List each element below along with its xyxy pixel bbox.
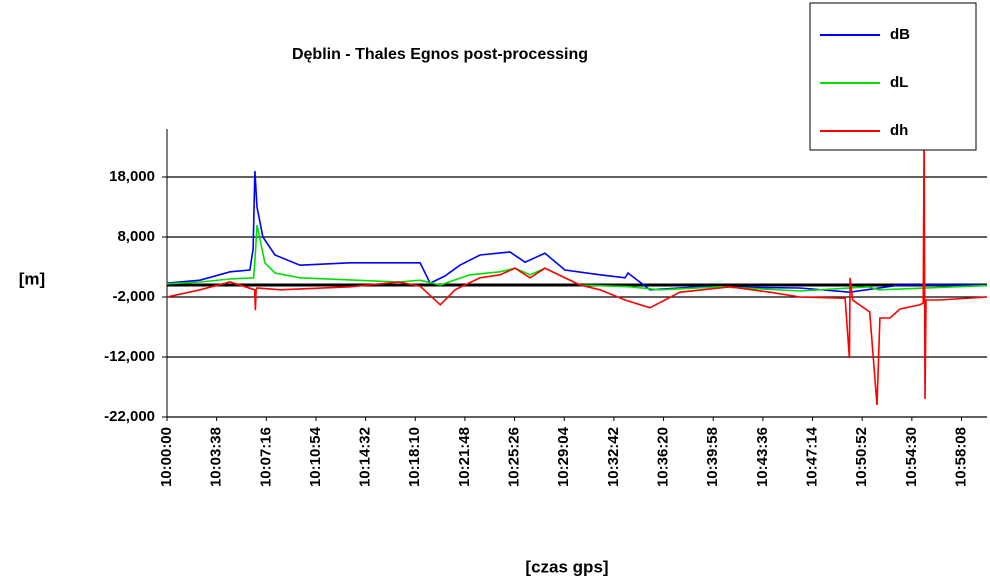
x-tick-label: 10:58:08 [952, 427, 969, 487]
y-tick-label: -22,000 [104, 408, 155, 425]
legend-label: dh [890, 122, 908, 139]
y-tick-label: -2,000 [112, 288, 155, 305]
x-tick-label: 10:50:52 [853, 427, 870, 487]
x-tick-label: 10:07:16 [257, 427, 274, 487]
y-tick-label: 18,000 [109, 168, 155, 185]
x-tick-label: 10:36:20 [655, 427, 672, 487]
x-tick-label: 10:00:00 [158, 427, 175, 487]
x-tick-label: 10:14:32 [357, 427, 374, 487]
chart-title: Dęblin - Thales Egnos post-processing [292, 46, 588, 63]
legend-box [809, 2, 977, 151]
x-tick-label: 10:43:36 [754, 427, 771, 487]
x-tick-label: 10:10:54 [307, 426, 324, 487]
legend-label: dB [890, 26, 910, 43]
y-tick-label: 8,000 [117, 228, 155, 245]
y-axis-label: [m] [19, 269, 45, 288]
x-tick-label: 10:39:58 [704, 427, 721, 487]
data-line [166, 224, 988, 292]
x-tick-label: 10:32:42 [605, 427, 622, 487]
data-line [166, 170, 987, 294]
data-line [166, 134, 988, 406]
x-tick-label: 10:18:10 [406, 427, 423, 487]
x-tick-label: 10:21:48 [456, 427, 473, 487]
x-axis-label: [czas gps] [525, 557, 608, 576]
x-tick-label: 10:54:30 [903, 427, 920, 487]
y-tick-label: -12,000 [104, 348, 155, 365]
x-tick-label: 10:29:04 [555, 426, 572, 487]
x-tick-label: 10:03:38 [208, 427, 225, 487]
legend-label: dL [890, 74, 908, 91]
x-tick-label: 10:25:26 [506, 427, 523, 487]
x-tick-label: 10:47:14 [803, 426, 820, 487]
